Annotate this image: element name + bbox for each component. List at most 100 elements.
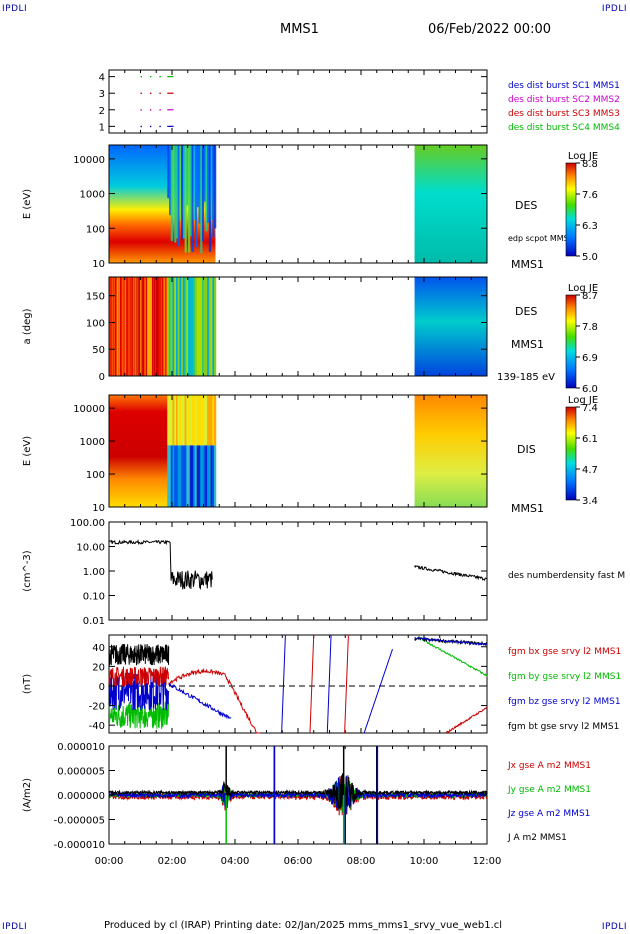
des-pitch-spacecraft: MMS1 (511, 338, 544, 351)
magnetic-bt-series (108, 643, 170, 666)
dis-energy-stripe (177, 395, 180, 446)
dis-energy-stripe (186, 395, 189, 446)
dis-energy-stripe (210, 445, 213, 507)
dis-energy-y-tick-label: 1000 (80, 437, 105, 448)
availability-dot (149, 92, 152, 95)
dis-energy-stripe (201, 445, 205, 507)
dis-energy-stripe (212, 395, 215, 446)
dis-energy-stripe (191, 395, 194, 446)
des-pitch-stripe (205, 277, 208, 376)
corner-label-top-left: IPDLI (2, 4, 28, 14)
des-pitch-stripe (175, 277, 179, 376)
x-tick-label: 02:00 (158, 856, 187, 867)
density-y-tick-label: 10.00 (76, 543, 105, 554)
availability-dot (159, 92, 161, 95)
des-pitch-y-axis-title: a (deg) (22, 308, 33, 344)
des-energy-stripe (203, 145, 206, 202)
corner-label-bottom-left: IPDLI (2, 922, 28, 932)
magnetic-crossing-line (344, 634, 349, 734)
des-pitch-label: DES (515, 305, 537, 318)
des-pitch-y-tick-label: 0 (99, 372, 105, 383)
availability-legend-entry: des dist burst SC1 MMS1 (508, 81, 620, 91)
des-energy-stripe (207, 145, 210, 223)
dis-energy-stripe (207, 395, 210, 446)
availability-y-tick-label: 2 (99, 106, 105, 117)
des-pitch-stripe (200, 277, 203, 376)
des-energy-stripe (175, 145, 179, 239)
magnetic-field-legend-entry: fgm bz gse srvy l2 MMS1 (508, 697, 621, 707)
dis-energy-stripe (181, 445, 184, 507)
footer-credit: Produced by cl (IRAP) Printing date: 02/… (104, 920, 503, 931)
dis-energy-y-tick-label: 10 (92, 503, 105, 514)
des-pitch-stripe (188, 277, 191, 376)
des-pitch-y-tick-label: 150 (86, 292, 105, 303)
dis-energy-colorbar-title: Log JE (568, 395, 598, 406)
availability-dot (140, 76, 142, 78)
magnetic-crossing-line (281, 634, 286, 734)
des-energy-stripe (205, 145, 208, 232)
des-pitch-stripe (186, 277, 189, 376)
availability-y-tick-label: 3 (99, 89, 105, 100)
des-pitch-colorbar-title: Log JE (568, 283, 598, 294)
dis-energy-y-tick-label: 100 (86, 470, 105, 481)
des-energy-stripe (201, 145, 205, 242)
dis-energy-stripe (172, 445, 175, 507)
density-series-late (414, 565, 488, 582)
dis-energy-stripe (198, 445, 201, 507)
magnetic-field-y-axis-title: (nT) (22, 674, 33, 694)
des-energy-spacecraft: MMS1 (511, 258, 544, 271)
des-pitch-stripe (167, 277, 170, 376)
availability-panel (108, 69, 488, 134)
x-tick-label: 00:00 (95, 856, 124, 867)
dis-energy-stripe (175, 445, 179, 507)
magnetic-bz-series (363, 649, 393, 734)
density-y-tick-label: 0.10 (83, 592, 105, 603)
des-energy-stripe (188, 145, 191, 253)
dis-energy-stripe (205, 395, 208, 446)
current-density-y-tick-label: 0.000005 (57, 767, 105, 778)
dis-energy-stripe (198, 395, 201, 446)
des-pitch-stripe (177, 277, 180, 376)
current-density-y-tick-label: 0.000010 (57, 742, 105, 753)
des-pitch-stripe (201, 277, 205, 376)
spacecraft-title: MMS1 (280, 22, 319, 37)
des-energy-spectrum-late (414, 145, 487, 263)
density-y-tick-label: 0.01 (83, 616, 105, 627)
dis-energy-stripe (200, 445, 203, 507)
des-energy-stripe (177, 145, 180, 247)
availability-legend-entry: des dist burst SC2 MMS2 (508, 95, 620, 105)
dis-energy-stripe (170, 445, 173, 507)
magnetic-bt-series (414, 636, 488, 647)
corner-label-bottom-right: IPDLI (601, 922, 627, 932)
dis-energy-stripe (203, 395, 206, 446)
magnetic-field-y-tick-label: 0 (99, 682, 105, 693)
colorbar-tick-label: 6.1 (582, 434, 598, 445)
availability-dot (159, 109, 161, 111)
dis-energy-spectrum-early (109, 395, 169, 507)
des-pitch-stripe (198, 277, 201, 376)
dis-energy-stripe (208, 395, 212, 446)
dis-energy-colorbar (565, 406, 577, 501)
availability-dot (149, 76, 152, 78)
dis-energy-stripe (194, 395, 198, 446)
des-energy-stripe (181, 145, 184, 240)
des-pitch-stripe (191, 277, 194, 376)
magnetic-field-legend-entry: fgm by gse srvy l2 MMS1 (508, 672, 621, 682)
dis-energy-stripe (207, 445, 210, 507)
dis-energy-stripe (179, 445, 182, 507)
dis-energy-stripe (214, 395, 217, 446)
density-y-tick-label: 100.00 (70, 518, 105, 529)
current-density-legend-entry: Jx gse A m2 MMS1 (507, 761, 591, 771)
magnetic-field-y-tick-label: 20 (92, 662, 105, 673)
availability-legend-entry: des dist burst SC4 MMS4 (508, 123, 620, 133)
des-pitch-colorbar (565, 294, 577, 389)
current-density-y-tick-label: -0.000005 (54, 816, 105, 827)
magnetic-field-y-tick-label: -40 (89, 721, 105, 732)
magnetic-bx-series (108, 666, 169, 688)
des-pitch-stripe (170, 277, 173, 376)
density-y-axis-title: (cm^-3) (22, 550, 33, 591)
availability-legend-entry: des dist burst SC3 MMS3 (508, 109, 620, 119)
current-density-legend-entry: Jz gse A m2 MMS1 (507, 809, 590, 819)
colorbar-tick-label: 4.7 (582, 465, 598, 476)
